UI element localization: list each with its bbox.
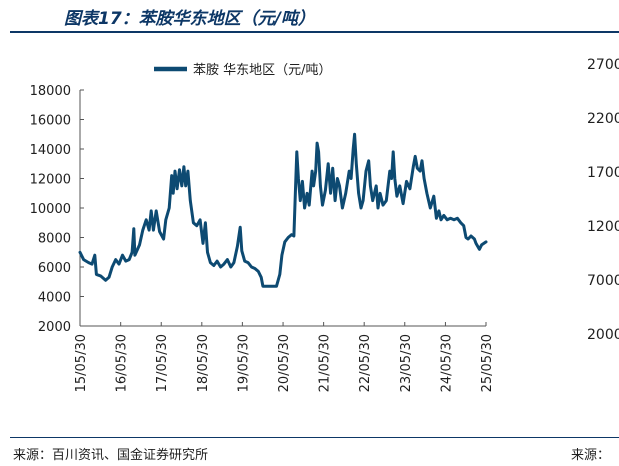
x-tick-label: 19/05/30 <box>236 334 251 392</box>
x-tick-label: 20/05/30 <box>277 334 292 392</box>
legend-label: 苯胺 华东地区（元/吨） <box>193 63 332 78</box>
bottom-rule <box>10 437 619 438</box>
y-tick-label: 14000 <box>30 143 71 158</box>
x-tick-label: 22/05/30 <box>358 334 373 392</box>
y-tick-label: 4000 <box>38 291 71 306</box>
x-axis: 15/05/30 16/05/30 17/05/30 18/05/30 19/05/30… <box>74 322 495 392</box>
x-tick-label: 24/05/30 <box>439 334 454 392</box>
y-axis: 2000 4000 6000 8000 10000 12000 14000 16000 1800… <box>30 84 84 335</box>
neighbor-chart-tick: 17000 <box>587 165 619 181</box>
neighbor-chart-tick: 27000 <box>587 57 619 73</box>
y-tick-label: 16000 <box>30 114 71 129</box>
x-tick-label: 15/05/30 <box>74 334 89 392</box>
y-tick-label: 2000 <box>38 320 71 335</box>
x-tick-label: 16/05/30 <box>115 334 130 392</box>
y-tick-label: 18000 <box>30 84 71 99</box>
neighbor-chart-tick: 7000 <box>587 273 619 289</box>
x-tick-label: 18/05/30 <box>196 334 211 392</box>
series-layer <box>78 132 488 288</box>
y-tick-label: 8000 <box>38 232 71 247</box>
neighbor-chart-tick: 2000 <box>587 327 619 343</box>
y-tick-label: 12000 <box>30 173 71 188</box>
figure-title: 图表17：苯胺华东地区（元/吨） <box>64 9 315 29</box>
neighbor-source-note: 来源： <box>571 448 611 463</box>
x-tick-label: 21/05/30 <box>318 334 333 392</box>
neighbor-chart-tick: 12000 <box>587 219 619 235</box>
series-line <box>78 132 488 288</box>
neighbor-chart-tick: 22000 <box>587 111 619 127</box>
top-rule <box>10 31 619 33</box>
y-tick-label: 10000 <box>30 202 71 217</box>
y-tick-label: 6000 <box>38 261 71 276</box>
x-tick-label: 17/05/30 <box>155 334 170 392</box>
x-tick-label: 23/05/30 <box>399 334 414 392</box>
legend: 苯胺 华东地区（元/吨） <box>154 63 332 78</box>
x-tick-label: 25/05/30 <box>480 334 495 392</box>
source-note: 来源：百川资讯、国金证券研究所 <box>13 448 209 463</box>
